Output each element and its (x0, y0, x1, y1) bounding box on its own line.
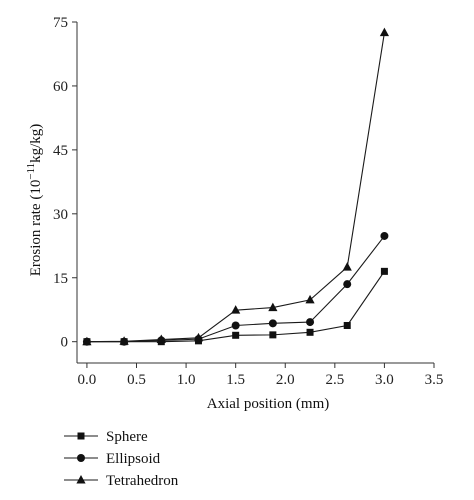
x-tick-label: 3.5 (425, 372, 444, 388)
data-point-ellipsoid (380, 231, 389, 240)
x-tick-label: 1.0 (177, 372, 196, 388)
data-point-tetrahedron (342, 262, 352, 271)
data-point-sphere (380, 267, 388, 275)
y-tick-label: 75 (53, 15, 68, 31)
axes (76, 22, 434, 364)
legend-marker-sphere (77, 432, 85, 440)
data-point-tetrahedron (119, 336, 129, 345)
data-point-tetrahedron (231, 305, 241, 314)
data-point-sphere (343, 321, 351, 329)
series-ellipsoid (82, 231, 389, 346)
data-point-sphere (232, 331, 240, 339)
x-tick-label: 0.5 (127, 372, 146, 388)
x-tick-label: 0.0 (78, 372, 97, 388)
y-tick-label: 60 (53, 79, 68, 95)
x-axis-title: Axial position (mm) (207, 396, 330, 412)
data-point-ellipsoid (231, 321, 240, 330)
series (82, 27, 390, 346)
data-point-tetrahedron (193, 332, 204, 342)
y-ticks: 0 15 30 45 60 75 (53, 15, 77, 351)
x-tick-label: 2.0 (276, 372, 295, 388)
series-line-tetrahedron (86, 32, 385, 343)
legend-label-sphere: Sphere (106, 429, 148, 445)
y-axis-title-main: Erosion rate (10 (28, 180, 44, 277)
data-point-tetrahedron (82, 336, 92, 346)
data-point-tetrahedron (156, 334, 166, 344)
data-point-sphere (306, 328, 314, 336)
x-tick-label: 3.0 (375, 372, 394, 388)
legend: Sphere Ellipsoid Tetrahedron (64, 429, 179, 489)
legend-marker-tetrahedron (76, 475, 86, 484)
y-axis-title: Erosion rate (10−11kg/kg) (25, 124, 44, 277)
series-tetrahedron (82, 27, 390, 346)
x-ticks: 0.0 0.5 1.0 1.5 2.0 2.5 3.0 3.5 (78, 363, 444, 388)
data-point-sphere (269, 331, 277, 339)
y-tick-label: 0 (61, 335, 69, 351)
legend-item-tetrahedron: Tetrahedron (64, 473, 179, 489)
legend-label-ellipsoid: Ellipsoid (106, 451, 161, 467)
legend-label-tetrahedron: Tetrahedron (106, 473, 179, 489)
legend-item-sphere: Sphere (64, 429, 148, 445)
legend-marker-ellipsoid (77, 454, 85, 462)
data-point-tetrahedron (379, 27, 390, 37)
x-tick-label: 1.5 (226, 372, 245, 388)
data-point-tetrahedron (305, 294, 315, 304)
x-tick-label: 2.5 (325, 372, 344, 388)
data-point-ellipsoid (306, 318, 315, 327)
data-point-tetrahedron (268, 302, 278, 312)
y-tick-label: 30 (53, 207, 68, 223)
data-point-ellipsoid (343, 280, 352, 289)
y-tick-label: 45 (53, 143, 68, 159)
data-point-ellipsoid (268, 319, 277, 328)
legend-item-ellipsoid: Ellipsoid (64, 451, 161, 467)
y-axis-title-exponent: −11 (25, 163, 37, 180)
y-axis-title-unit: kg/kg) (28, 124, 44, 163)
y-tick-label: 15 (53, 271, 68, 287)
